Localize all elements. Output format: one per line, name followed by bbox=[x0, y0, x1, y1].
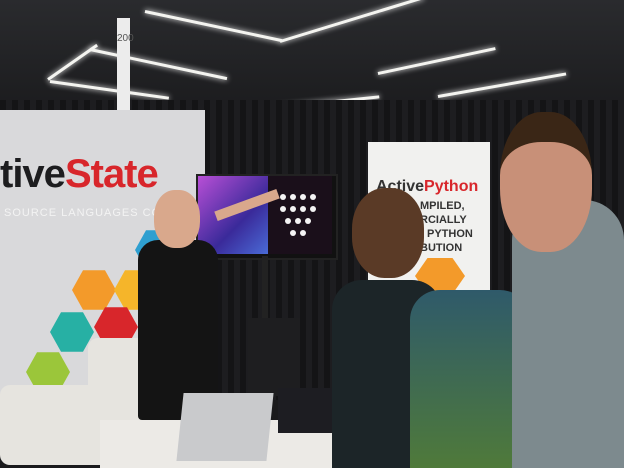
banner-line: BUTION bbox=[420, 242, 463, 254]
ceiling-light bbox=[144, 10, 283, 43]
ceiling-light bbox=[89, 48, 228, 81]
hexagon bbox=[72, 270, 116, 310]
banner-line: MPILED, bbox=[420, 200, 465, 212]
backpack bbox=[410, 290, 530, 468]
ceiling-light bbox=[49, 80, 170, 100]
laptop bbox=[176, 393, 274, 461]
attendee-right-head bbox=[500, 112, 592, 252]
presenter-head bbox=[154, 190, 200, 248]
logo-dark-part: tive bbox=[0, 152, 66, 196]
equipment-rack bbox=[248, 318, 300, 396]
booth-number: 200 bbox=[117, 33, 134, 44]
logo-red-part: Python bbox=[424, 178, 479, 195]
screen-graph bbox=[268, 176, 332, 254]
banner-line: RCIALLY bbox=[420, 214, 467, 226]
banner-tagline: SOURCE LANGUAGES COM bbox=[4, 207, 172, 219]
ceiling-light bbox=[437, 72, 567, 98]
booth-number-sign: 200 bbox=[117, 18, 134, 116]
logo-red-part: State bbox=[64, 152, 159, 196]
banner-line: D PYTHON bbox=[416, 228, 473, 240]
attendee-head bbox=[352, 188, 424, 278]
ceiling-light bbox=[279, 0, 424, 43]
presenter bbox=[138, 240, 218, 420]
ceiling-light bbox=[377, 47, 496, 75]
activestate-logo: tiveState bbox=[0, 152, 159, 197]
